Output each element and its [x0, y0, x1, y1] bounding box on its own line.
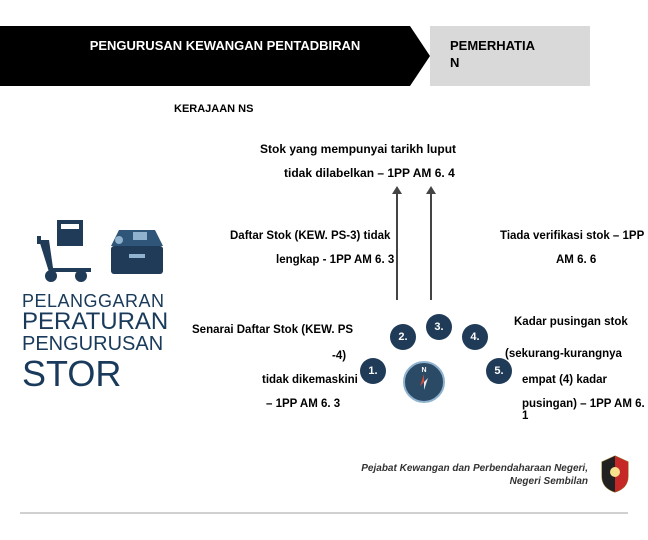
store-icons	[22, 210, 182, 286]
left-l2: PERATURAN	[22, 310, 182, 334]
bottom-divider	[20, 512, 628, 514]
top-line-1: Stok yang mempunyai tarikh luput	[260, 142, 456, 156]
header-right-line2: N	[450, 55, 570, 72]
arrow-up-2	[430, 192, 432, 300]
right-l6: pusingan) – 1PP AM 6. 1	[522, 398, 648, 422]
header-left-line2: KERAJAAN NS	[172, 102, 255, 116]
header-left-line1: PENGURUSAN KEWANGAN PENTADBIRAN	[70, 38, 380, 55]
right-l3: Kadar pusingan stok	[514, 316, 628, 328]
arrow-up-1	[396, 192, 398, 300]
slide-header: PENGURUSAN KEWANGAN PENTADBIRAN KERAJAAN…	[0, 26, 648, 86]
compass-icon: N	[402, 360, 446, 404]
footer-text: Pejabat Kewangan dan Perbendaharaan Nege…	[361, 462, 588, 488]
header-right: PEMERHATIA N	[430, 26, 590, 86]
mid-l2: lengkap - 1PP AM 6. 3	[276, 254, 394, 266]
mid-l5: tidak dikemaskini	[262, 374, 358, 386]
right-l2: AM 6. 6	[556, 254, 596, 266]
left-l3: PENGURUSAN	[22, 334, 182, 354]
left-l4: STOR	[22, 356, 182, 392]
bubble-5: 5.	[486, 358, 512, 384]
header-right-line1: PEMERHATIA	[450, 38, 570, 55]
right-l1: Tiada verifikasi stok – 1PP	[500, 230, 644, 242]
right-l5: empat (4) kadar	[522, 374, 607, 386]
mid-l1: Daftar Stok (KEW. PS-3) tidak	[230, 230, 390, 242]
footer-l2: Negeri Sembilan	[361, 475, 588, 488]
footer-l1: Pejabat Kewangan dan Perbendaharaan Nege…	[361, 462, 588, 475]
right-l4: (sekurang-kurangnya	[505, 348, 622, 360]
left-block: PELANGGARAN PERATURAN PENGURUSAN STOR	[22, 210, 182, 392]
crest-icon	[598, 454, 632, 494]
mid-l4: -4)	[332, 350, 346, 362]
top-line-2: tidak dilabelkan – 1PP AM 6. 4	[284, 166, 455, 180]
svg-text:N: N	[421, 367, 426, 374]
bubble-2: 2.	[390, 324, 416, 350]
cashbox-icon	[105, 226, 169, 286]
mid-l3: Senarai Daftar Stok (KEW. PS	[192, 324, 353, 336]
header-left: PENGURUSAN KEWANGAN PENTADBIRAN KERAJAAN…	[0, 26, 410, 86]
mid-l6: – 1PP AM 6. 3	[266, 398, 340, 410]
left-title: PELANGGARAN PERATURAN PENGURUSAN STOR	[22, 292, 182, 392]
bubble-3: 3.	[426, 314, 452, 340]
trolley-icon	[35, 214, 99, 286]
bubble-4: 4.	[462, 324, 488, 350]
bubble-1: 1.	[360, 358, 386, 384]
header-separator	[410, 26, 430, 86]
